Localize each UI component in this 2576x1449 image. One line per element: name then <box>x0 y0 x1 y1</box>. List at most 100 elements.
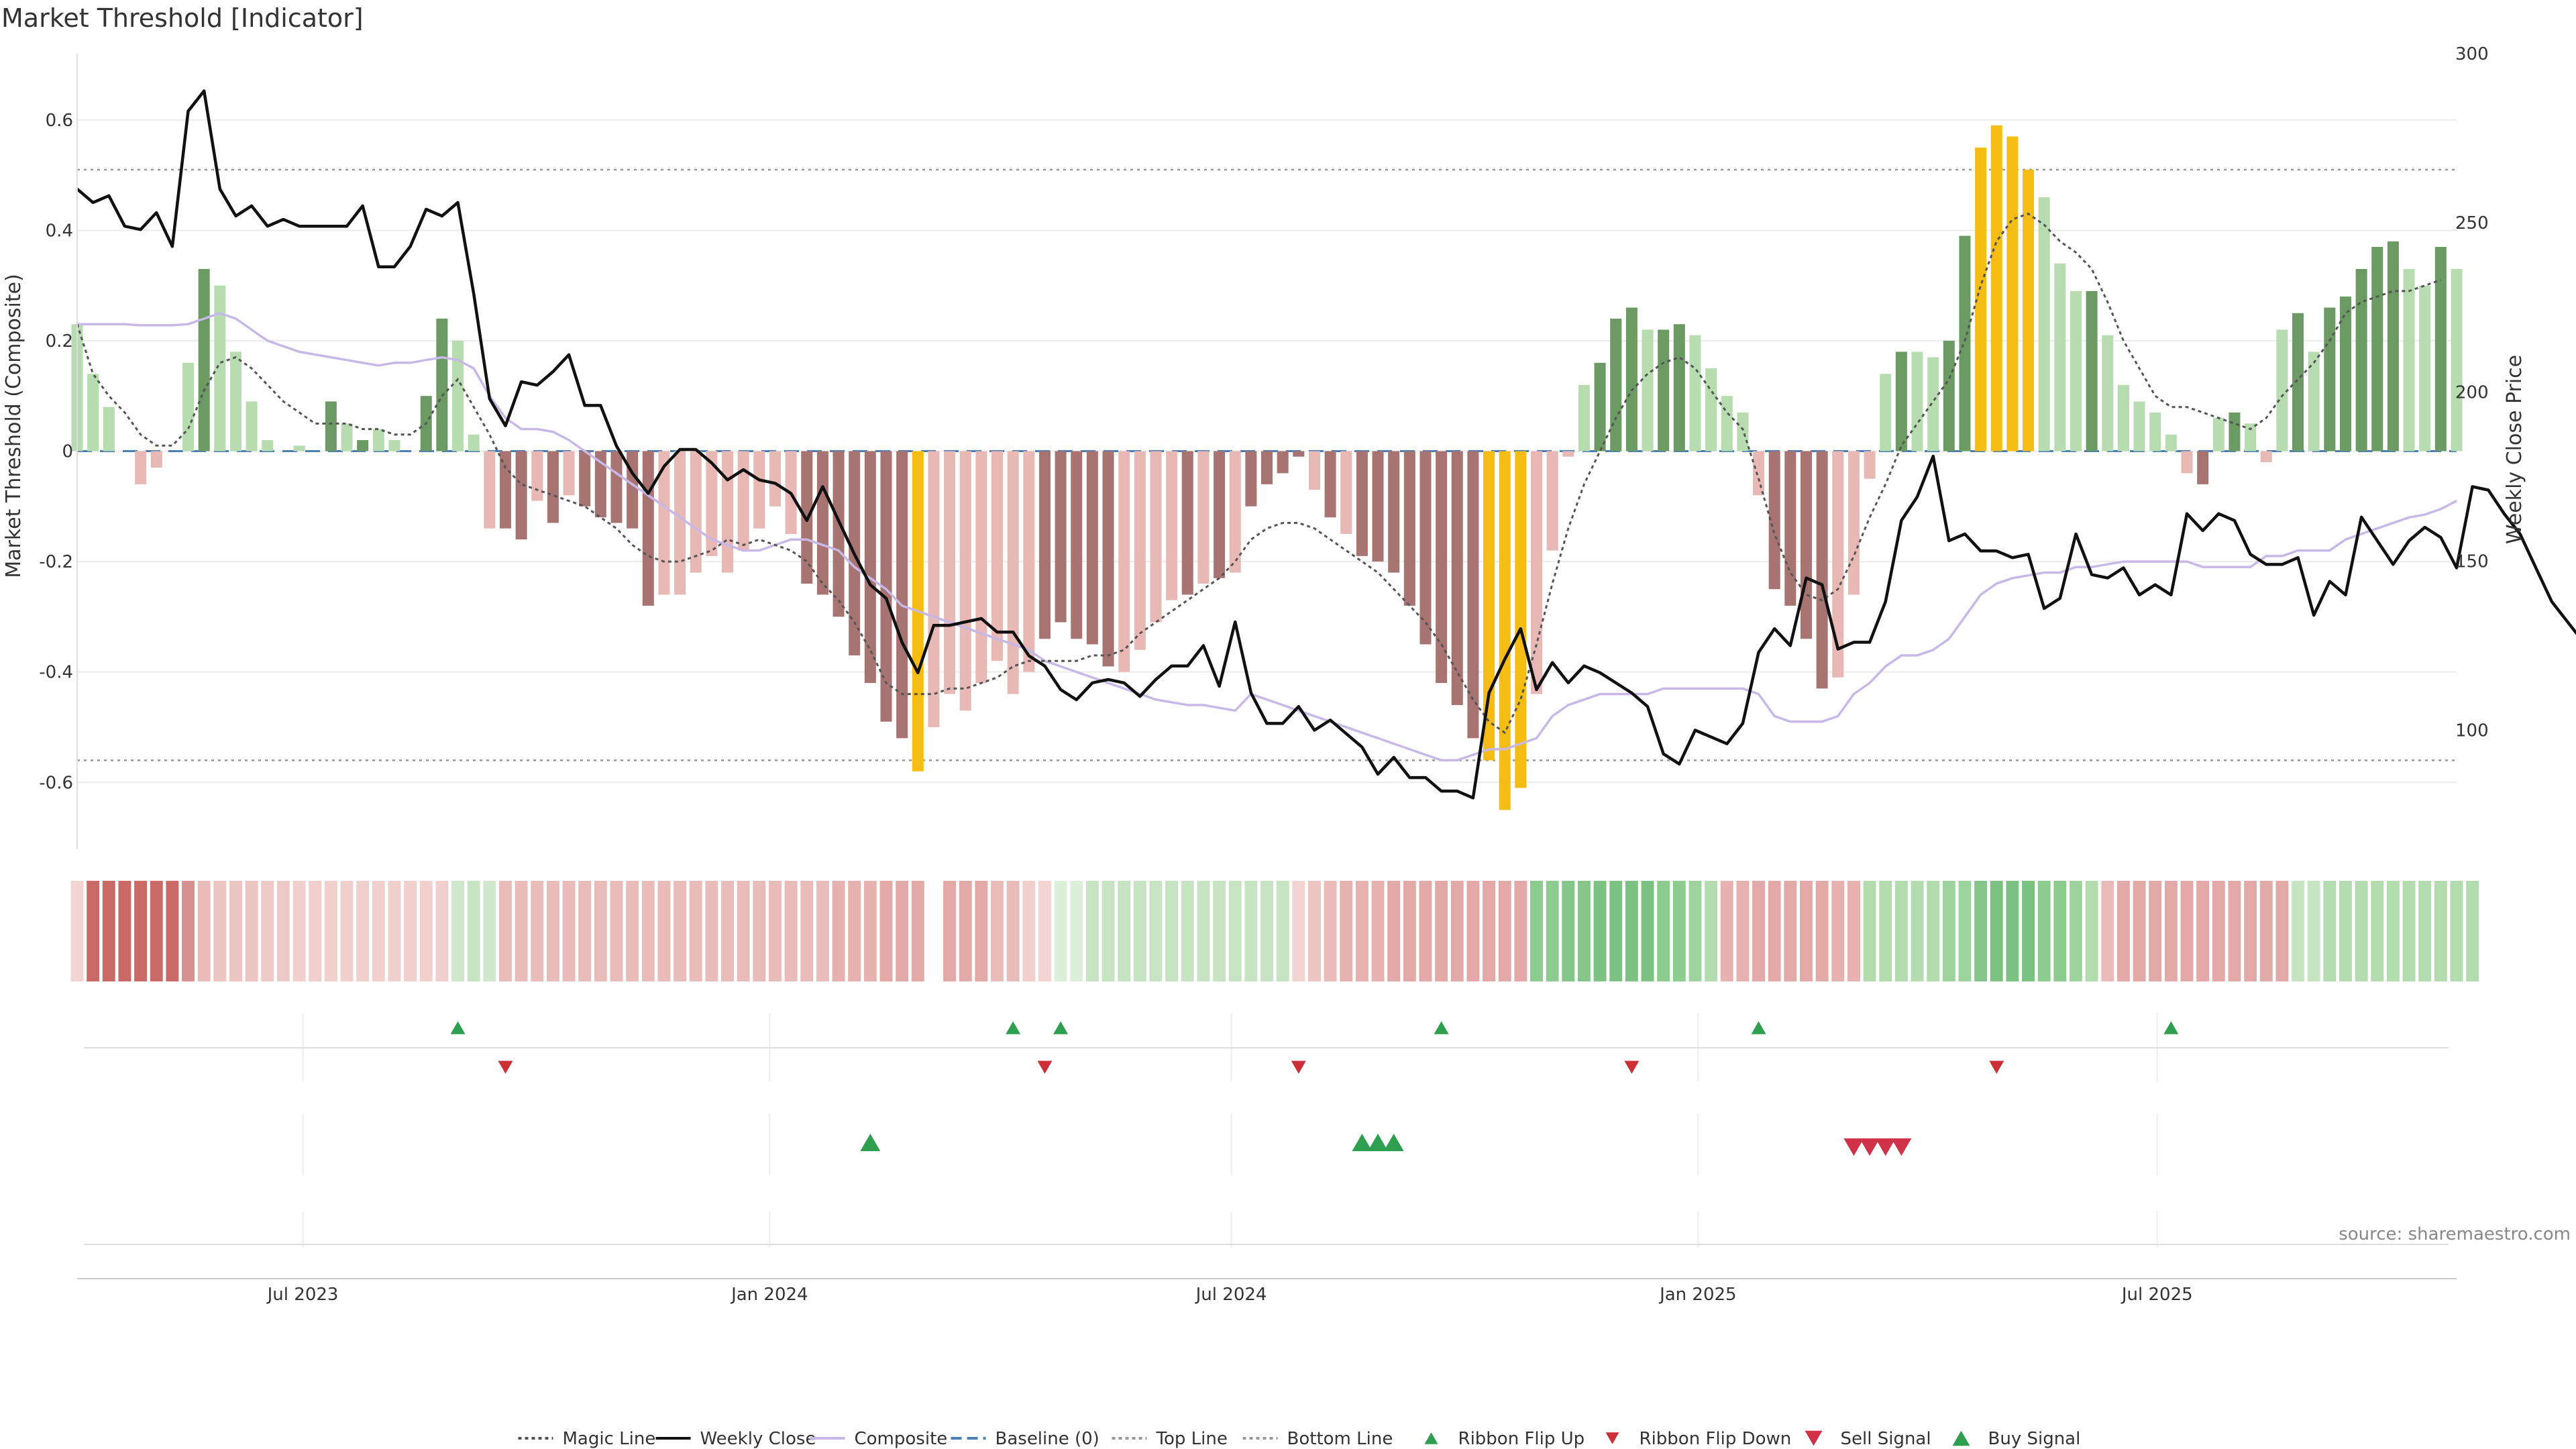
ribbon-cell <box>1911 881 1924 981</box>
composite-bar <box>1784 451 1796 606</box>
composite-bar <box>1229 451 1241 573</box>
ribbon-cell <box>1118 881 1131 981</box>
ribbon-cell <box>1466 881 1480 981</box>
ribbon-cell <box>1688 881 1702 981</box>
ribbon-cell <box>1815 881 1829 981</box>
composite-bar <box>1625 307 1638 451</box>
ribbon-cell <box>2259 881 2273 981</box>
ribbon-cell <box>578 881 592 981</box>
ribbon-cell <box>2275 881 2289 981</box>
composite-bar <box>690 451 702 573</box>
legend: Magic Line Weekly Close Composite Baseline … <box>518 1429 2080 1449</box>
ribbon-cell <box>2450 881 2463 981</box>
composite-bar <box>2324 307 2336 451</box>
composite-bar <box>2086 290 2098 451</box>
legend-item: Ribbon Flip Up <box>1424 1429 1585 1449</box>
buy-signal-marker <box>860 1133 881 1152</box>
ribbon-flip-down-marker <box>1989 1061 2004 1074</box>
ribbon-cell <box>959 881 972 981</box>
sell-signal-marker <box>1843 1138 1864 1157</box>
ribbon-cell <box>1133 881 1146 981</box>
ribbon-cell <box>1085 881 1099 981</box>
legend-item: Weekly Close <box>655 1429 816 1449</box>
ribbon-cell <box>911 881 924 981</box>
state-ribbon <box>70 881 2479 981</box>
ribbon-flip-up-marker <box>1434 1021 1449 1034</box>
ribbon-cell <box>879 881 893 981</box>
legend-label: Ribbon Flip Down <box>1640 1429 1792 1449</box>
composite-bar <box>2181 451 2193 474</box>
ribbon-cell <box>1244 881 1258 981</box>
source-note: source: sharemaestro.com <box>2339 1224 2571 1244</box>
ribbon-cell <box>451 881 464 981</box>
ribbon-cell <box>721 881 734 981</box>
ribbon-cell <box>927 881 941 981</box>
x-tick-label: Jul 2024 <box>1195 1285 1267 1305</box>
ribbon-cell <box>118 881 131 981</box>
ribbon-cell <box>2402 881 2416 981</box>
composite-bar <box>706 451 718 556</box>
composite-bar <box>833 451 845 617</box>
composite-bar <box>1816 451 1828 689</box>
y-tick-label: 0.2 <box>46 331 73 352</box>
composite-bar <box>484 451 496 529</box>
ribbon-flip-up-marker <box>1006 1021 1021 1034</box>
ribbon-cell <box>943 881 957 981</box>
axes: -0.6 -0.4 -0.2 0 0.2 0.4 0.6 100 150 200 250 300 <box>39 44 2489 849</box>
ribbon-cell <box>1800 881 1813 981</box>
composite-bar <box>1134 451 1146 650</box>
ribbon-cell <box>1927 881 1940 981</box>
ribbon-cell <box>2149 881 2162 981</box>
composite-bar <box>2197 451 2209 484</box>
composite-bar <box>87 374 99 451</box>
ribbon-cell <box>324 881 337 981</box>
composite-bar <box>1578 384 1590 451</box>
composite-bar <box>2133 401 2145 451</box>
composite-bar <box>182 362 195 451</box>
legend-item: Ribbon Flip Down <box>1605 1429 1792 1449</box>
composite-bar <box>1737 412 1749 451</box>
sell-signal-marker <box>1891 1138 1912 1157</box>
composite-bar <box>1768 451 1780 590</box>
legend-label: Weekly Close <box>700 1429 816 1449</box>
ribbon-cell <box>1863 881 1876 981</box>
ribbon-cell <box>372 881 385 981</box>
ribbon-cell <box>896 881 909 981</box>
composite-line <box>77 311 2457 762</box>
composite-bar <box>325 401 337 451</box>
x-tick-label: Jan 2024 <box>730 1285 808 1305</box>
ribbon-flip-up-marker <box>2163 1021 2179 1034</box>
composite-bar <box>1324 451 1336 518</box>
composite-bar <box>2434 247 2447 451</box>
ribbon-cell <box>753 881 766 981</box>
composite-bar <box>1293 451 1305 457</box>
ribbon-cell <box>1641 881 1654 981</box>
composite-bar <box>1990 125 2002 451</box>
composite-bar <box>198 268 210 451</box>
ribbon-cell <box>1498 881 1511 981</box>
ribbon-cell <box>229 881 242 981</box>
ribbon-cell <box>102 881 115 981</box>
composite-bar <box>499 451 511 529</box>
ribbon-flip-down-marker <box>1291 1061 1306 1074</box>
composite-bars <box>71 125 2463 810</box>
composite-bar <box>229 352 241 451</box>
ribbon-cell <box>356 881 370 981</box>
buy-signal-marker <box>1368 1133 1389 1152</box>
composite-bar <box>246 401 258 451</box>
ribbon-cell <box>1752 881 1766 981</box>
ribbon-cell <box>1593 881 1607 981</box>
ribbon-cell <box>2355 881 2368 981</box>
ribbon-cell <box>1292 881 1305 981</box>
composite-bar <box>1959 235 1971 451</box>
buy-signal-marker <box>1383 1133 1404 1152</box>
y-tick-label: -0.6 <box>39 773 73 793</box>
ribbon-cell <box>1530 881 1543 981</box>
composite-bar <box>1515 451 1527 788</box>
y2-axis-label: Weekly Close Price <box>2503 355 2526 544</box>
composite-bar <box>2451 268 2463 451</box>
composite-bar <box>1071 451 1083 639</box>
ribbon-cell <box>975 881 988 981</box>
composite-bar <box>627 451 639 529</box>
